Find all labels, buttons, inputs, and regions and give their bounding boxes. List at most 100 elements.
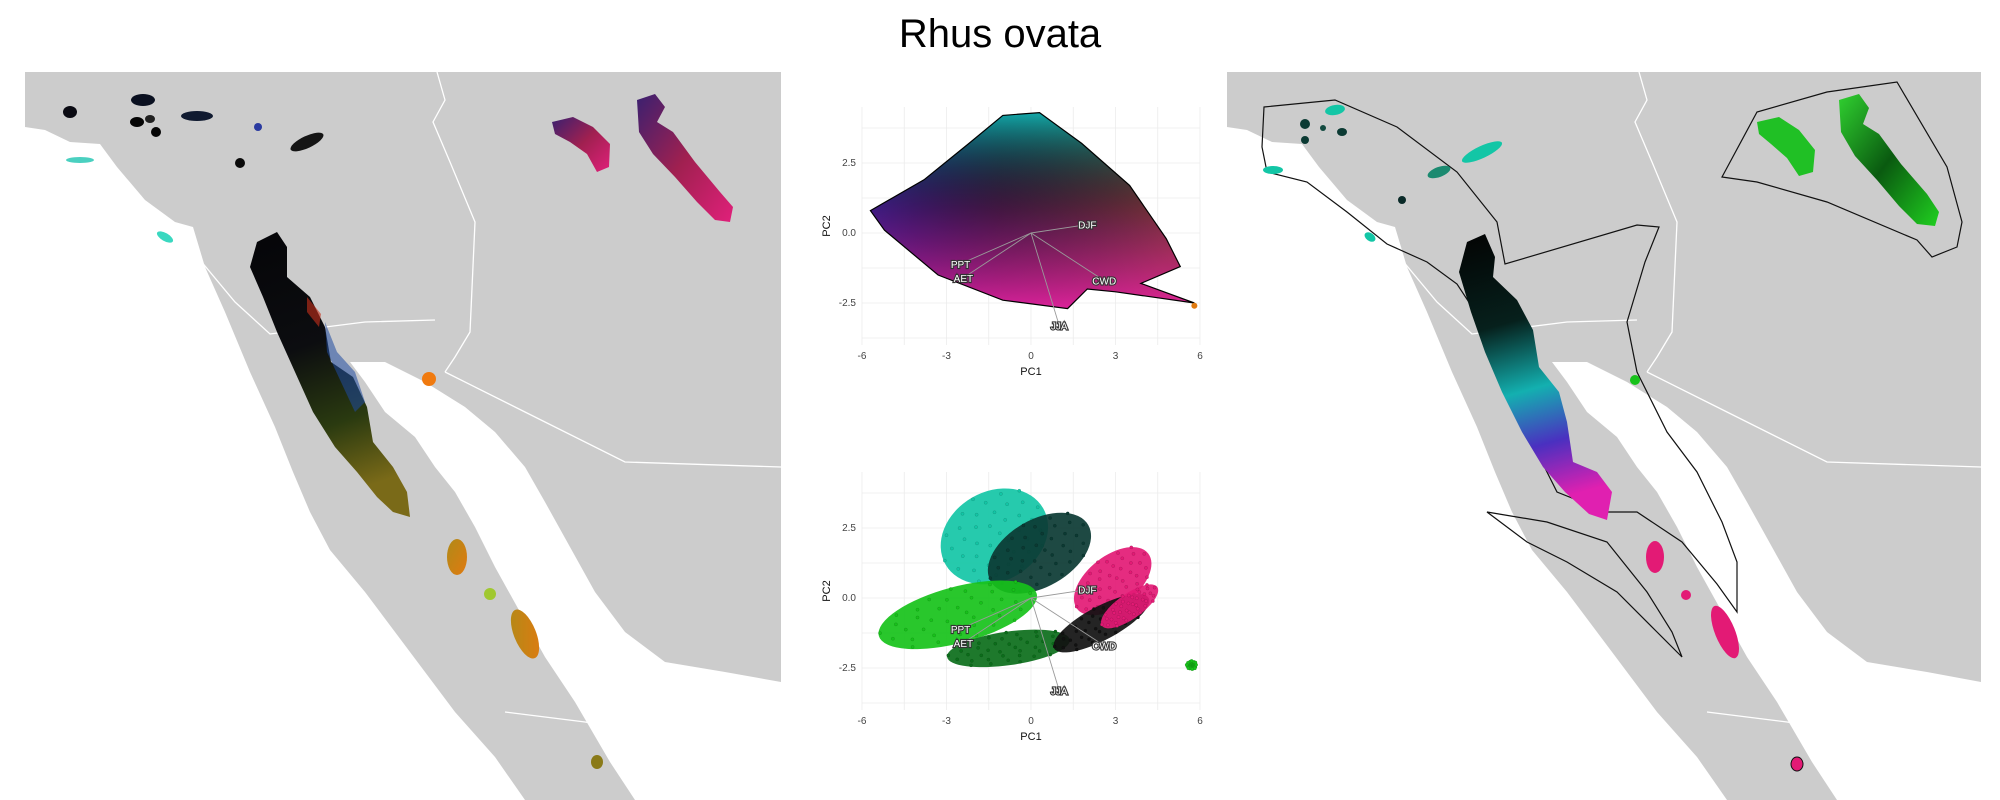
cluster-point — [1110, 618, 1113, 621]
cluster-point — [1131, 603, 1134, 606]
y-axis-label: PC2 — [821, 215, 833, 236]
cluster-point — [1010, 537, 1013, 540]
cluster-point — [1053, 524, 1056, 527]
cluster-point — [1098, 630, 1101, 633]
cluster-point — [1135, 597, 1138, 600]
outlier-point — [1191, 303, 1197, 309]
cluster-point — [1082, 523, 1085, 526]
cluster-point — [1145, 576, 1148, 579]
cluster-point — [928, 598, 931, 601]
cluster-point — [1007, 659, 1010, 662]
cluster-point — [1190, 659, 1193, 662]
cluster-point — [1000, 637, 1003, 640]
cluster-point — [1015, 633, 1018, 636]
cluster-point — [1132, 613, 1135, 616]
cluster-point — [1113, 590, 1116, 593]
cluster-point — [1019, 608, 1022, 611]
cluster-point — [1112, 564, 1115, 567]
cluster-point — [956, 606, 959, 609]
pca-bottom-svg: DJFPPTAET CWDJJA -6 -3 0 3 62.50.0-2.5PC1PC2 — [800, 460, 1210, 780]
cluster-point — [1149, 592, 1152, 595]
range-ne-2 — [1839, 94, 1939, 226]
x-axis-label: PC1 — [1020, 731, 1041, 743]
cluster-point — [1074, 643, 1077, 646]
cluster-point — [1054, 630, 1057, 633]
vector-label-jja: JJA — [1051, 321, 1068, 332]
cluster-point — [1100, 623, 1103, 626]
y-tick-label: 0.0 — [842, 593, 856, 604]
cluster-point — [987, 649, 990, 652]
cluster-point — [1194, 661, 1197, 664]
cluster-point — [1127, 602, 1130, 605]
cluster-point — [984, 501, 987, 504]
patch-green — [1630, 375, 1640, 385]
cluster-point — [1018, 654, 1021, 657]
cluster-point — [958, 527, 961, 530]
cluster-point — [1035, 544, 1038, 547]
cluster-point — [1054, 562, 1057, 565]
cluster-point — [1139, 611, 1142, 614]
cluster-point — [1144, 604, 1147, 607]
x-tick-label: 6 — [1197, 716, 1203, 727]
y-tick-label: 2.5 — [842, 158, 856, 169]
cluster-point — [1075, 648, 1078, 651]
cluster-point — [1143, 552, 1146, 555]
cluster-point — [1130, 546, 1133, 549]
cluster-point — [977, 646, 980, 649]
cluster-point — [965, 611, 968, 614]
cluster-point — [1018, 489, 1021, 492]
cluster-point — [1050, 537, 1053, 540]
cluster-point — [1053, 645, 1056, 648]
cluster-point — [960, 649, 963, 652]
cluster-point — [1033, 655, 1036, 658]
cluster-point — [1068, 521, 1071, 524]
y-tick-label: 2.5 — [842, 523, 856, 534]
cluster-point — [943, 559, 946, 562]
pca-bottom-point-clusters — [872, 469, 1198, 673]
x-tick-label: -6 — [858, 716, 867, 727]
cluster-point — [1119, 567, 1122, 570]
right-map — [1227, 72, 1981, 800]
cluster-point — [1080, 617, 1083, 620]
cluster-point — [977, 642, 980, 645]
cluster-point — [1129, 561, 1132, 564]
x-tick-label: 3 — [1113, 716, 1119, 727]
pca-biplot-bottom: DJF PPT AET CWD JJA -6 -3 0 3 6 2.5 0.0 -2.5 PC1 PC2 — [800, 460, 1210, 780]
cluster-point — [1120, 605, 1123, 608]
cluster-point — [1193, 667, 1196, 670]
cluster-point — [963, 538, 966, 541]
cluster-point — [1143, 593, 1146, 596]
cluster-point — [1127, 594, 1130, 597]
cluster-point — [1080, 636, 1083, 639]
cluster-point — [1088, 599, 1091, 602]
cluster-point — [1049, 653, 1052, 656]
cluster-point — [930, 619, 933, 622]
cluster-point — [1048, 573, 1051, 576]
cluster-point — [1051, 635, 1054, 638]
cluster-point — [1063, 532, 1066, 535]
cluster-point — [1125, 585, 1128, 588]
cluster-point — [947, 654, 950, 657]
cluster-point — [971, 498, 974, 501]
cluster-point — [1106, 624, 1109, 627]
y-tick-label: 0.0 — [842, 228, 856, 239]
cluster-point — [1062, 637, 1065, 640]
cluster-point — [970, 596, 973, 599]
x-axis-label: PC1 — [1020, 366, 1041, 378]
cluster-point — [1132, 552, 1135, 555]
pca-biplot-top: DJF PPT AET CWD JJA -6 -3 0 3 6 2.5 0.0 -2.5 PC1 PC2 — [800, 95, 1210, 415]
cluster-point — [1115, 577, 1118, 580]
cluster-point — [1069, 639, 1072, 642]
cluster-point — [1019, 660, 1022, 663]
patch-orange — [422, 372, 436, 386]
cluster-point — [1012, 588, 1015, 591]
patch-baja-1 — [447, 539, 467, 575]
cluster-point — [969, 664, 972, 667]
cluster-point — [1033, 559, 1036, 562]
cluster-point — [1033, 525, 1036, 528]
vector-label-jja: JJA — [1051, 686, 1068, 697]
cluster-point — [1153, 586, 1156, 589]
cluster-point — [998, 532, 1001, 535]
cluster-point — [895, 614, 898, 617]
cluster-point — [972, 616, 975, 619]
